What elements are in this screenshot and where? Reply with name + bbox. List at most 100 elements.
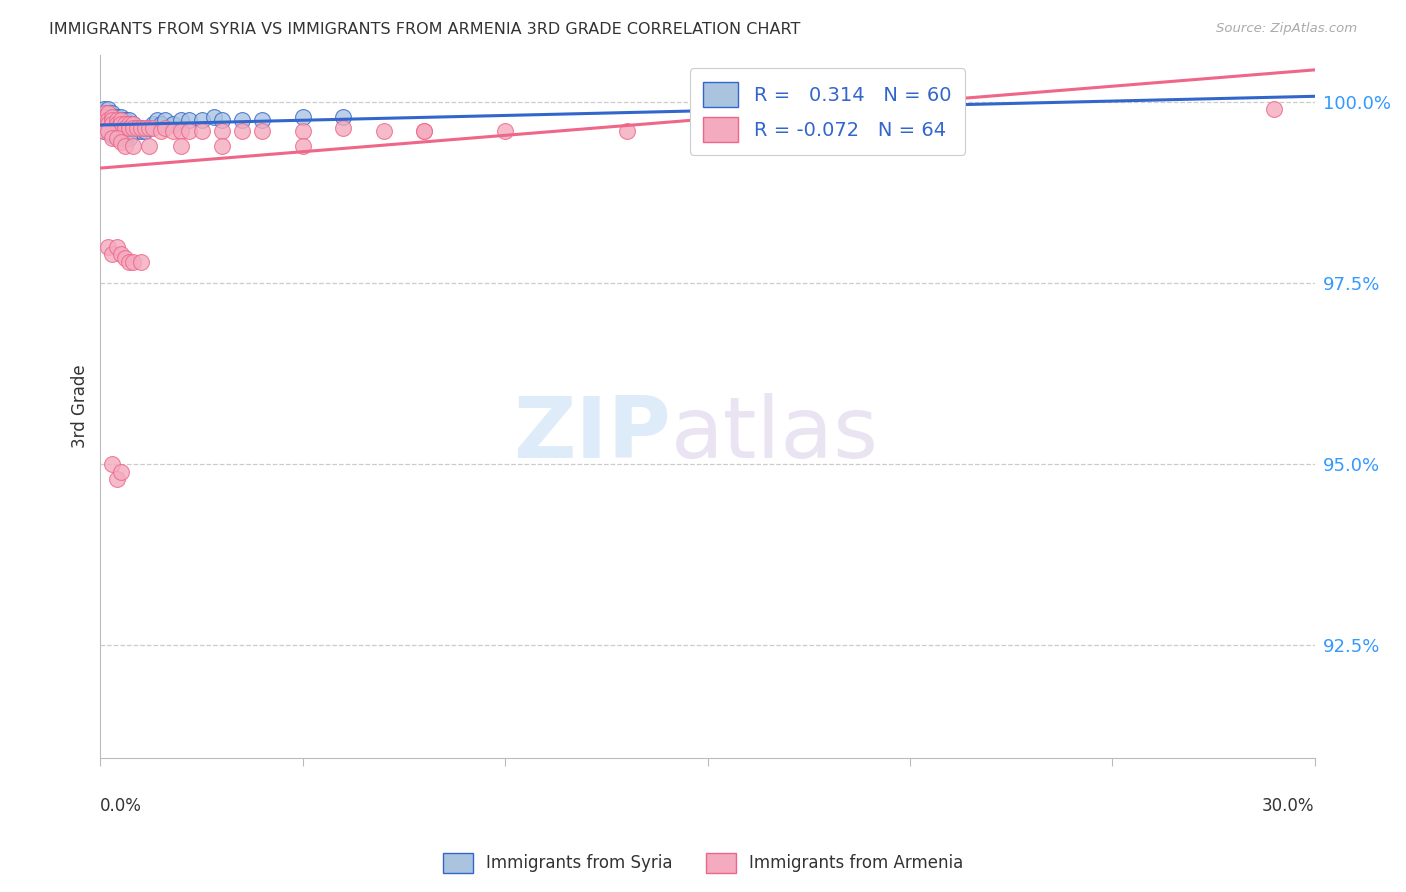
- Point: [153, 120, 176, 135]
- Point: [101, 113, 124, 128]
- Point: [114, 138, 136, 153]
- Point: [93, 113, 115, 128]
- Point: [121, 138, 143, 153]
- Legend: R =   0.314   N = 60, R = -0.072   N = 64: R = 0.314 N = 60, R = -0.072 N = 64: [690, 69, 965, 155]
- Point: [179, 113, 201, 128]
- Text: Source: ZipAtlas.com: Source: ZipAtlas.com: [1216, 22, 1357, 36]
- Point: [105, 240, 128, 254]
- Point: [101, 110, 124, 124]
- Point: [114, 251, 136, 265]
- Point: [146, 113, 169, 128]
- Point: [110, 113, 132, 128]
- Point: [110, 110, 132, 124]
- Point: [121, 120, 143, 135]
- Point: [153, 113, 176, 128]
- Point: [231, 113, 253, 128]
- Point: [97, 240, 120, 254]
- Point: [110, 120, 132, 135]
- Point: [93, 113, 115, 128]
- Point: [118, 113, 141, 128]
- Point: [373, 124, 395, 138]
- Point: [114, 124, 136, 138]
- Point: [142, 120, 165, 135]
- Point: [138, 120, 160, 135]
- Point: [134, 120, 156, 135]
- Point: [121, 254, 143, 268]
- Point: [93, 106, 115, 120]
- Point: [494, 124, 516, 138]
- Point: [105, 113, 128, 128]
- Point: [170, 138, 193, 153]
- Point: [114, 120, 136, 135]
- Point: [105, 117, 128, 131]
- Point: [125, 124, 148, 138]
- Point: [252, 113, 274, 128]
- Point: [110, 131, 132, 145]
- Point: [93, 110, 115, 124]
- Point: [231, 124, 253, 138]
- Point: [211, 113, 233, 128]
- Point: [110, 117, 132, 131]
- Point: [97, 113, 120, 128]
- Point: [129, 124, 152, 138]
- Point: [101, 120, 124, 135]
- Point: [101, 113, 124, 128]
- Point: [114, 113, 136, 128]
- Point: [105, 128, 128, 142]
- Point: [110, 465, 132, 479]
- Point: [121, 120, 143, 135]
- Point: [97, 110, 120, 124]
- Point: [105, 117, 128, 131]
- Point: [150, 117, 173, 131]
- Point: [101, 131, 124, 145]
- Point: [97, 106, 120, 120]
- Point: [211, 138, 233, 153]
- Point: [142, 117, 165, 131]
- Point: [97, 117, 120, 131]
- Point: [110, 135, 132, 149]
- Point: [114, 117, 136, 131]
- Text: 30.0%: 30.0%: [1263, 797, 1315, 814]
- Point: [190, 113, 212, 128]
- Point: [93, 106, 115, 120]
- Point: [170, 113, 193, 128]
- Point: [291, 110, 314, 124]
- Point: [190, 124, 212, 138]
- Point: [97, 106, 120, 120]
- Point: [125, 120, 148, 135]
- Point: [97, 124, 120, 138]
- Point: [110, 247, 132, 261]
- Point: [121, 117, 143, 131]
- Point: [101, 247, 124, 261]
- Point: [105, 131, 128, 145]
- Point: [129, 120, 152, 135]
- Point: [162, 124, 184, 138]
- Point: [202, 110, 225, 124]
- Text: IMMIGRANTS FROM SYRIA VS IMMIGRANTS FROM ARMENIA 3RD GRADE CORRELATION CHART: IMMIGRANTS FROM SYRIA VS IMMIGRANTS FROM…: [49, 22, 800, 37]
- Point: [118, 117, 141, 131]
- Text: ZIP: ZIP: [513, 393, 671, 476]
- Point: [125, 120, 148, 135]
- Point: [211, 124, 233, 138]
- Point: [93, 124, 115, 138]
- Point: [105, 113, 128, 128]
- Text: 0.0%: 0.0%: [100, 797, 142, 814]
- Point: [101, 117, 124, 131]
- Point: [105, 120, 128, 135]
- Point: [101, 128, 124, 142]
- Point: [118, 254, 141, 268]
- Point: [118, 117, 141, 131]
- Point: [413, 124, 436, 138]
- Point: [616, 124, 638, 138]
- Point: [110, 113, 132, 128]
- Point: [138, 138, 160, 153]
- Point: [118, 131, 141, 145]
- Y-axis label: 3rd Grade: 3rd Grade: [72, 365, 89, 448]
- Point: [179, 124, 201, 138]
- Point: [332, 120, 354, 135]
- Point: [105, 120, 128, 135]
- Point: [105, 472, 128, 486]
- Point: [134, 124, 156, 138]
- Point: [291, 138, 314, 153]
- Legend: Immigrants from Syria, Immigrants from Armenia: Immigrants from Syria, Immigrants from A…: [436, 847, 970, 880]
